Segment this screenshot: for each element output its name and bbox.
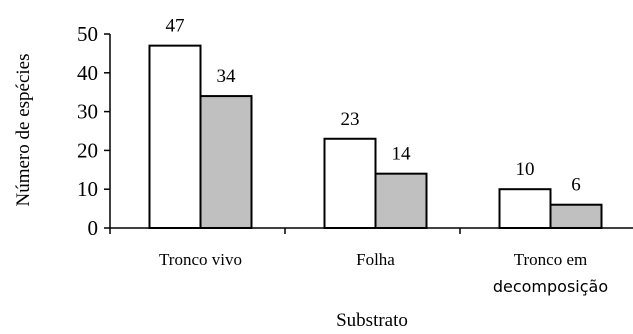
- y-axis-title: Número de espécies: [13, 54, 34, 207]
- category-label: Folha: [356, 250, 395, 269]
- data-labels: 47 34 23 14 10 6: [166, 16, 581, 196]
- bar: [549, 203, 603, 230]
- x-axis: Tronco vivo Folha Tronco em decomposição: [109, 227, 633, 296]
- bar: [323, 137, 377, 229]
- data-label: 47: [166, 16, 185, 37]
- data-label: 14: [392, 144, 412, 165]
- category-label: decomposição: [493, 277, 608, 296]
- y-tick-label: 10: [77, 177, 98, 201]
- y-tick-label: 50: [77, 22, 98, 46]
- data-label: 34: [217, 66, 237, 87]
- data-label: 10: [516, 159, 535, 180]
- y-axis: 0 10 20 30 40 50: [77, 22, 111, 240]
- y-tick-label: 30: [77, 100, 98, 124]
- x-axis-title: Substrato: [336, 310, 408, 331]
- y-tick-label: 40: [77, 61, 98, 85]
- y-tick-label: 0: [88, 216, 99, 240]
- y-tick-label: 20: [77, 138, 98, 162]
- data-label: 23: [341, 109, 360, 130]
- data-label: 6: [571, 175, 581, 196]
- category-label: Tronco em: [514, 250, 588, 269]
- bar: [199, 95, 253, 229]
- bar: [148, 44, 202, 229]
- category-label: Tronco vivo: [159, 250, 242, 269]
- bar: [374, 172, 428, 229]
- bar: [498, 188, 552, 229]
